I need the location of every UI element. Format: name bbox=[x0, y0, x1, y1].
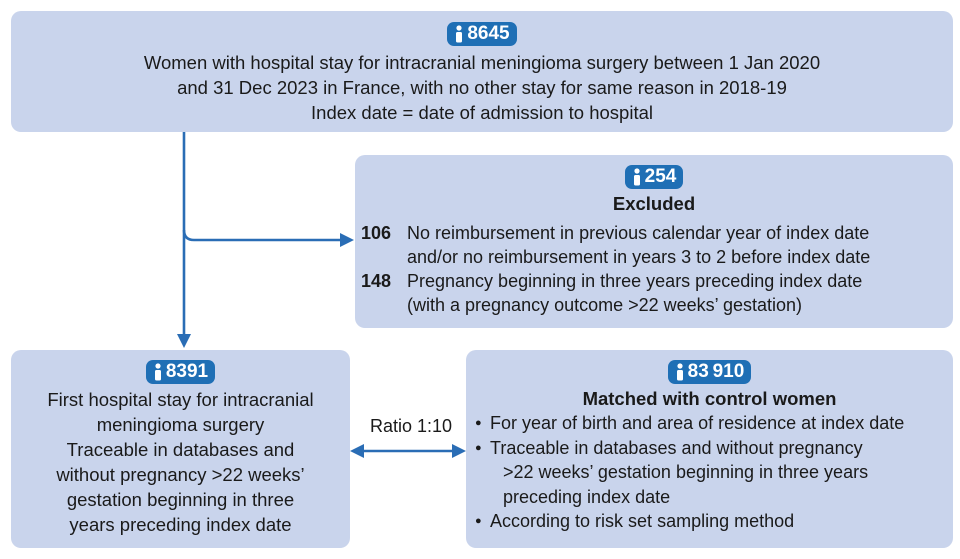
arrowhead-right bbox=[452, 444, 466, 458]
excluded-count-badge: 254 bbox=[624, 165, 684, 189]
criterion-text-cont: >22 weeks’ gestation beginning in three … bbox=[503, 462, 869, 482]
matching-criterion: ● According to risk set sampling method bbox=[475, 509, 953, 534]
cases-desc-line: Traceable in databases and bbox=[66, 439, 295, 460]
bullet-dot: ● bbox=[475, 441, 482, 454]
arrowhead-to-excluded bbox=[340, 233, 354, 247]
excluded-count: 254 bbox=[644, 166, 677, 187]
excluded-box: 254 Excluded 106 No reimbursement in pre… bbox=[355, 155, 953, 328]
cases-desc-line: meningioma surgery bbox=[96, 414, 265, 435]
controls-count: 83 910 bbox=[687, 361, 745, 382]
matching-criterion: ● Traceable in databases and without pre… bbox=[475, 436, 953, 461]
cohort-count: 8645 bbox=[467, 23, 510, 44]
cases-desc-line: gestation beginning in three bbox=[66, 489, 295, 510]
exclusion-count: 106 bbox=[361, 223, 392, 243]
exclusion-item: 106 No reimbursement in previous calenda… bbox=[361, 221, 953, 245]
cohort-box: 8645 Women with hospital stay for intrac… bbox=[11, 11, 953, 132]
criterion-text: For year of birth and area of residence … bbox=[490, 413, 905, 433]
person-icon bbox=[676, 363, 683, 381]
index-date-definition: Index date = date of admission to hospit… bbox=[311, 102, 653, 123]
exclusion-reason: Pregnancy beginning in three years prece… bbox=[407, 271, 863, 291]
cohort-desc-line-1: Women with hospital stay for intracrania… bbox=[143, 52, 821, 73]
cohort-count-badge: 8645 bbox=[447, 22, 517, 46]
exclusion-reason: No reimbursement in previous calendar ye… bbox=[407, 223, 870, 243]
exclusion-item: 148 Pregnancy beginning in three years p… bbox=[361, 269, 953, 293]
ratio-label: Ratio 1:10 bbox=[369, 416, 453, 436]
cases-desc-line: First hospital stay for intracranial bbox=[47, 389, 314, 410]
arrowhead-left bbox=[350, 444, 364, 458]
criterion-text: Traceable in databases and without pregn… bbox=[490, 437, 863, 458]
cohort-desc-line-2: and 31 Dec 2023 in France, with no other… bbox=[177, 77, 787, 98]
criterion-text: According to risk set sampling method bbox=[490, 511, 795, 531]
person-icon bbox=[154, 363, 161, 381]
arrowhead-to-cases bbox=[177, 334, 191, 348]
controls-count-badge: 83 910 bbox=[667, 360, 752, 384]
controls-box: 83 910 Matched with control women ● For … bbox=[466, 350, 953, 548]
bullet-dot: ● bbox=[475, 417, 482, 429]
cases-box: 8391 First hospital stay for intracrania… bbox=[11, 350, 350, 548]
cases-count-badge: 8391 bbox=[145, 360, 216, 384]
person-icon bbox=[456, 25, 463, 43]
exclusion-reason-cont: and/or no reimbursement in years 3 to 2 … bbox=[407, 247, 871, 267]
criterion-text-cont: preceding index date bbox=[503, 486, 671, 507]
exclusion-count: 148 bbox=[361, 271, 392, 291]
cases-desc-line: years preceding index date bbox=[69, 514, 292, 535]
matching-criterion: ● For year of birth and area of residenc… bbox=[475, 411, 953, 436]
controls-title: Matched with control women bbox=[582, 388, 837, 409]
bullet-dot: ● bbox=[475, 515, 482, 527]
excluded-title: Excluded bbox=[612, 193, 696, 214]
exclusion-reason-cont: (with a pregnancy outcome >22 weeks’ ges… bbox=[407, 295, 803, 315]
person-icon bbox=[633, 168, 640, 186]
cases-desc-line: without pregnancy >22 weeks’ bbox=[56, 464, 305, 485]
exclusion-branch-line bbox=[182, 229, 342, 242]
cases-count: 8391 bbox=[165, 361, 209, 382]
